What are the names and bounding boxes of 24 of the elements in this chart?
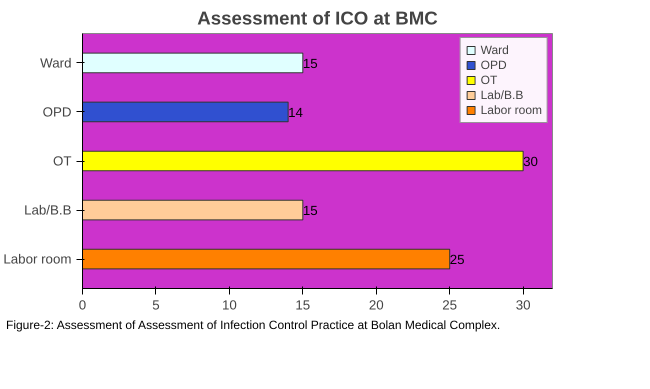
x-tick-label: 5 — [152, 298, 160, 312]
data-label: 15 — [302, 56, 318, 71]
data-label: 14 — [288, 104, 304, 120]
legend-label: Ward — [480, 43, 509, 57]
y-tick-label: OT — [52, 154, 72, 168]
x-tick-label: 25 — [442, 298, 458, 312]
data-label: 30 — [523, 154, 538, 169]
y-tick-label: Ward — [40, 55, 72, 70]
text: Figure-2: Assessment of Assessment of Infection Control Practice at Bolan Medical Complex. — [6, 317, 500, 334]
x-tick-label: 30 — [516, 298, 531, 312]
legend-label: Lab/B.B — [480, 88, 524, 102]
legend-label: OT — [480, 73, 498, 87]
data-label: 15 — [302, 203, 318, 218]
y-tick-label: Labor room — [3, 252, 72, 267]
x-tick-label: 15 — [295, 298, 310, 312]
chart-title: Assessment of ICO at BMC — [197, 8, 438, 28]
x-tick-label: 10 — [222, 298, 237, 312]
data-label: 25 — [450, 252, 465, 268]
x-tick-label: 20 — [368, 298, 384, 312]
y-tick-label: OPD — [42, 104, 72, 120]
x-tick-label: 0 — [78, 298, 86, 312]
legend-label: OPD — [480, 58, 507, 72]
legend-label: Labor room — [480, 103, 542, 117]
y-tick-label: Lab/B.B — [24, 202, 72, 218]
